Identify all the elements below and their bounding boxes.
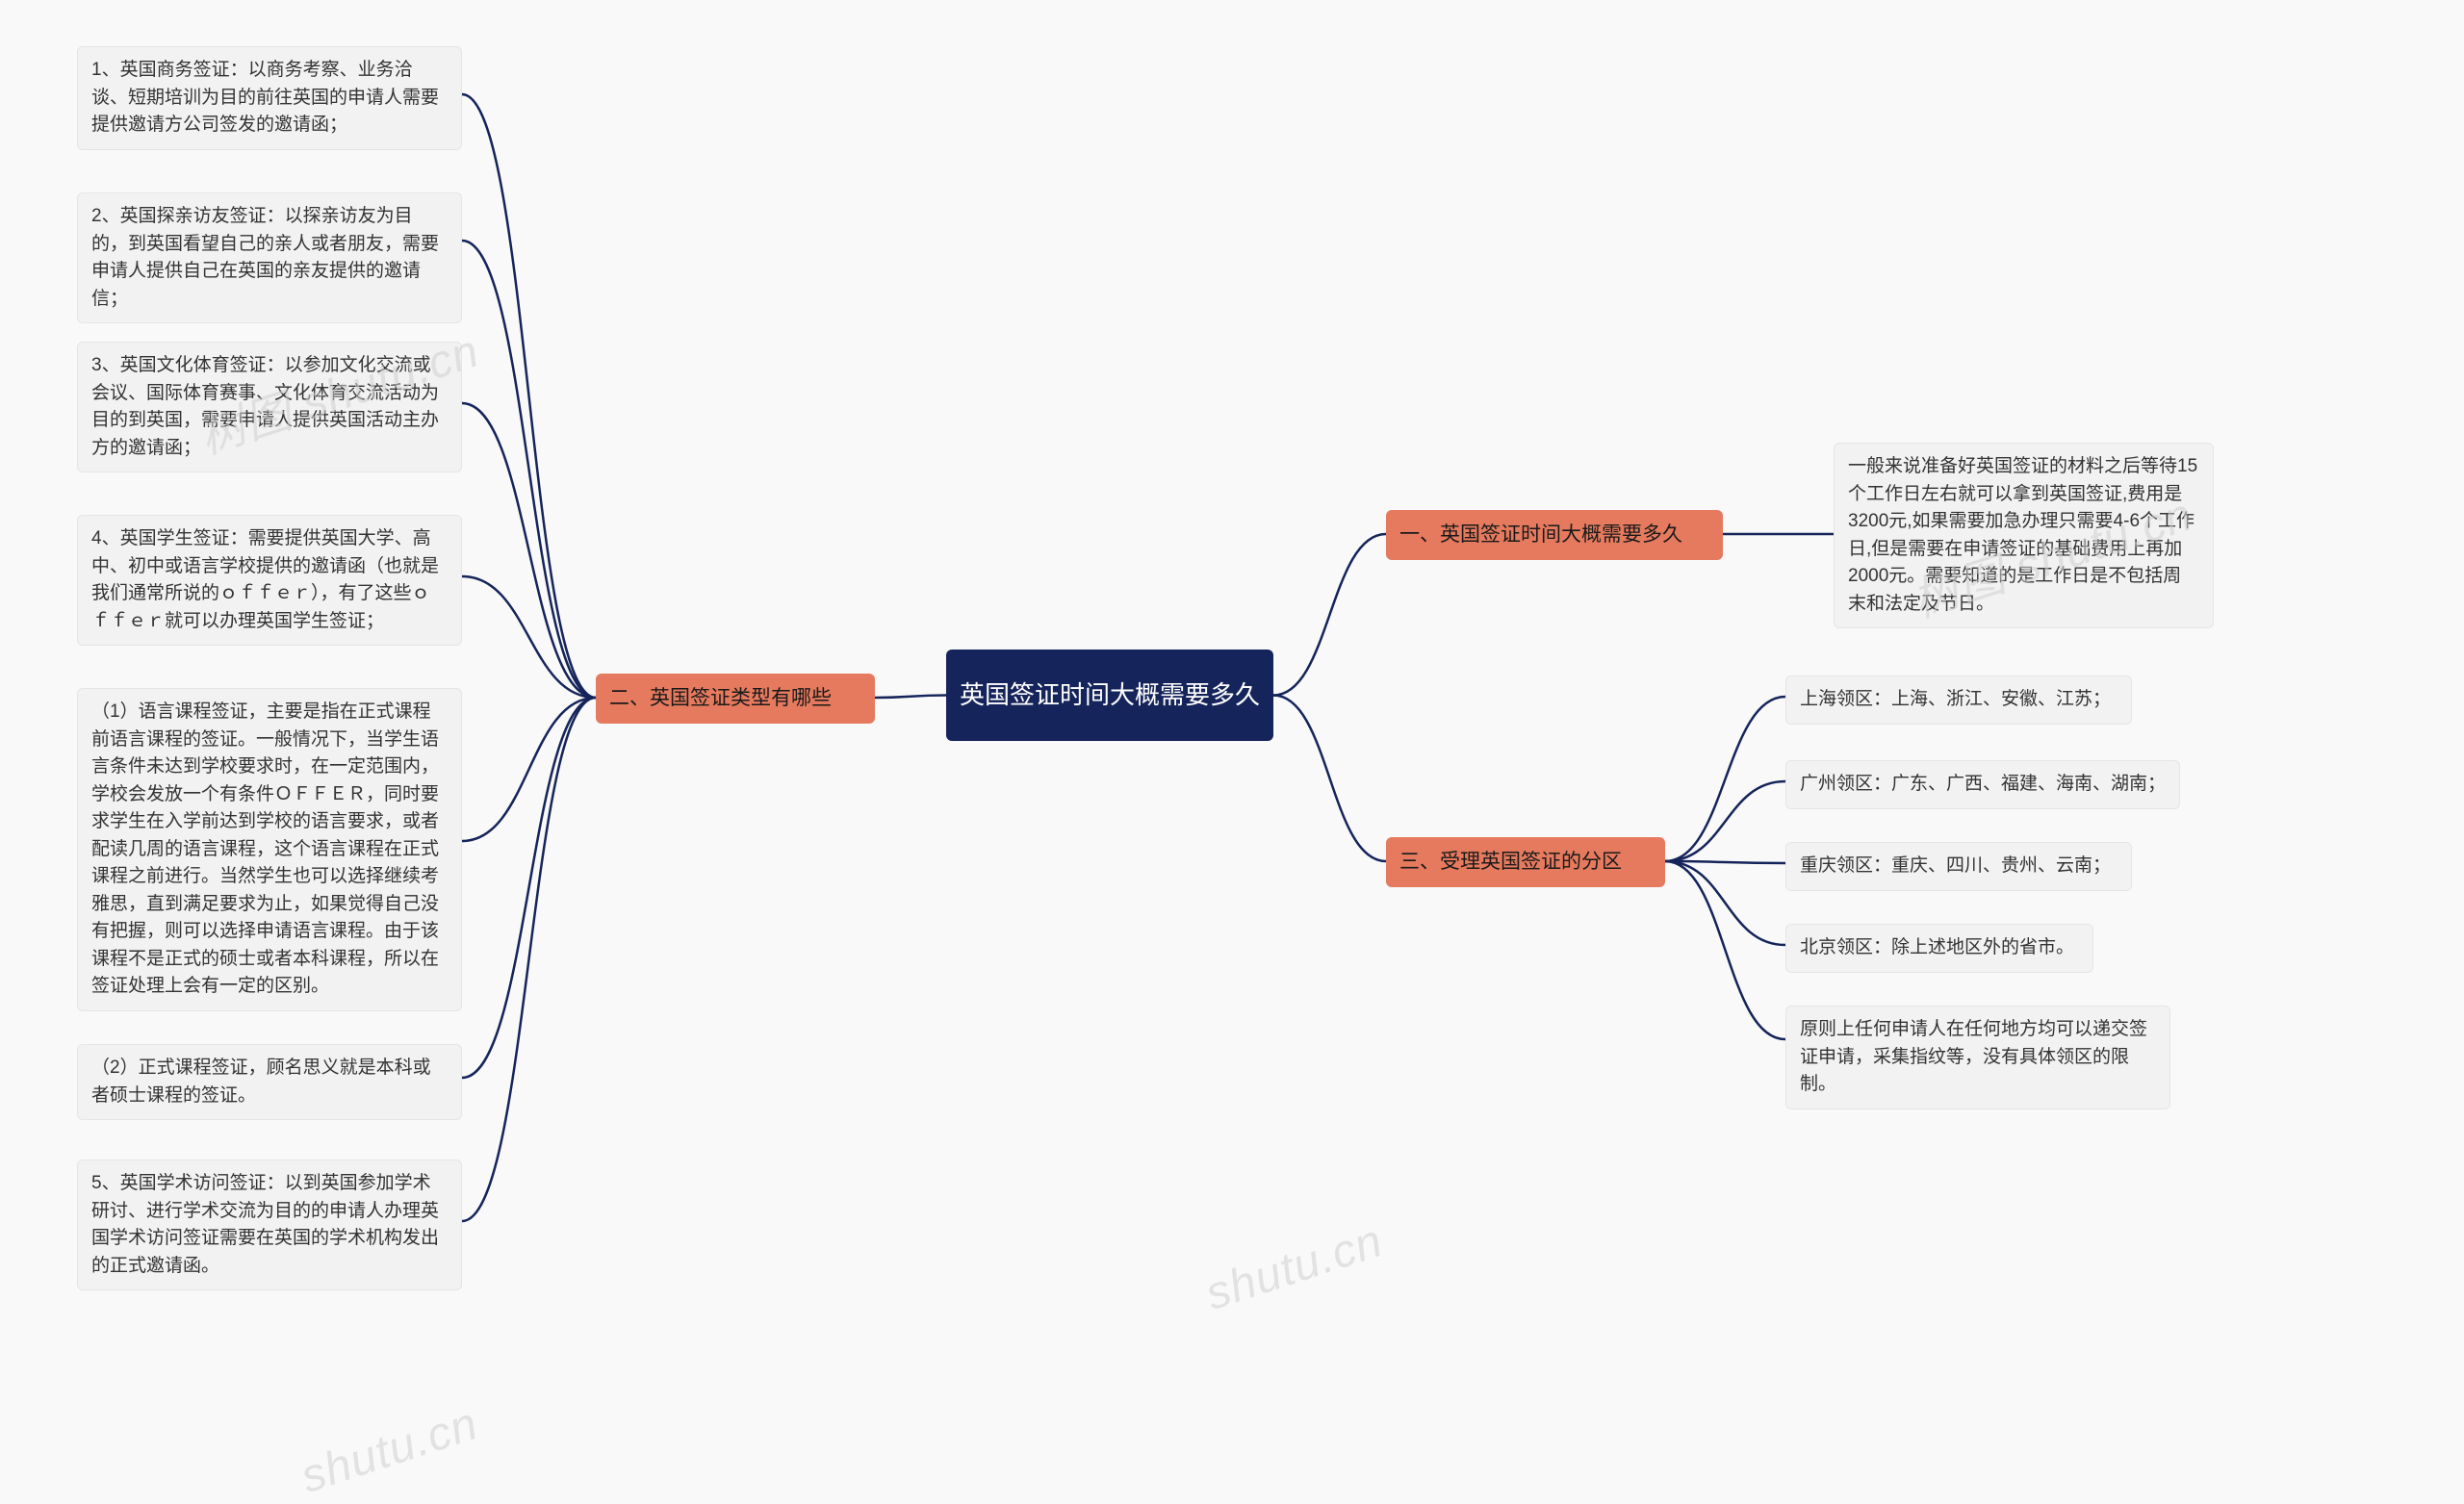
leaf-r3-2: 重庆领区：重庆、四川、贵州、云南； (1785, 842, 2132, 891)
leaf-l2-2: 3、英国文化体育签证：以参加文化交流或会议、国际体育赛事、文化体育交流活动为目的… (77, 342, 462, 472)
leaf-l2-1: 2、英国探亲访友签证：以探亲访友为目的，到英国看望自己的亲人或者朋友，需要申请人… (77, 192, 462, 323)
leaf-l2-4: （1）语言课程签证，主要是指在正式课程前语言课程的签证。一般情况下，当学生语言条… (77, 688, 462, 1011)
branch-l2: 二、英国签证类型有哪些 (596, 674, 875, 724)
leaf-r3-3: 北京领区：除上述地区外的省市。 (1785, 924, 2093, 973)
leaf-r3-4: 原则上任何申请人在任何地方均可以递交签证申请，采集指纹等，没有具体领区的限制。 (1785, 1006, 2170, 1109)
branch-r1: 一、英国签证时间大概需要多久 (1386, 510, 1723, 560)
root-node: 英国签证时间大概需要多久 (946, 650, 1273, 741)
leaf-l2-3: 4、英国学生签证：需要提供英国大学、高中、初中或语言学校提供的邀请函（也就是我们… (77, 515, 462, 646)
leaf-r1-0: 一般来说准备好英国签证的材料之后等待15个工作日左右就可以拿到英国签证,费用是3… (1834, 443, 2214, 628)
watermark: shutu.cn (295, 1397, 484, 1504)
leaf-r3-1: 广州领区：广东、广西、福建、海南、湖南； (1785, 760, 2180, 809)
watermark: shutu.cn (1199, 1214, 1389, 1321)
leaf-l2-5: （2）正式课程签证，顾名思义就是本科或者硕士课程的签证。 (77, 1044, 462, 1120)
leaf-l2-6: 5、英国学术访问签证：以到英国参加学术研讨、进行学术交流为目的的申请人办理英国学… (77, 1160, 462, 1290)
leaf-r3-0: 上海领区：上海、浙江、安徽、江苏； (1785, 676, 2132, 725)
leaf-l2-0: 1、英国商务签证：以商务考察、业务洽谈、短期培训为目的前往英国的申请人需要提供邀… (77, 46, 462, 150)
branch-r3: 三、受理英国签证的分区 (1386, 837, 1665, 887)
